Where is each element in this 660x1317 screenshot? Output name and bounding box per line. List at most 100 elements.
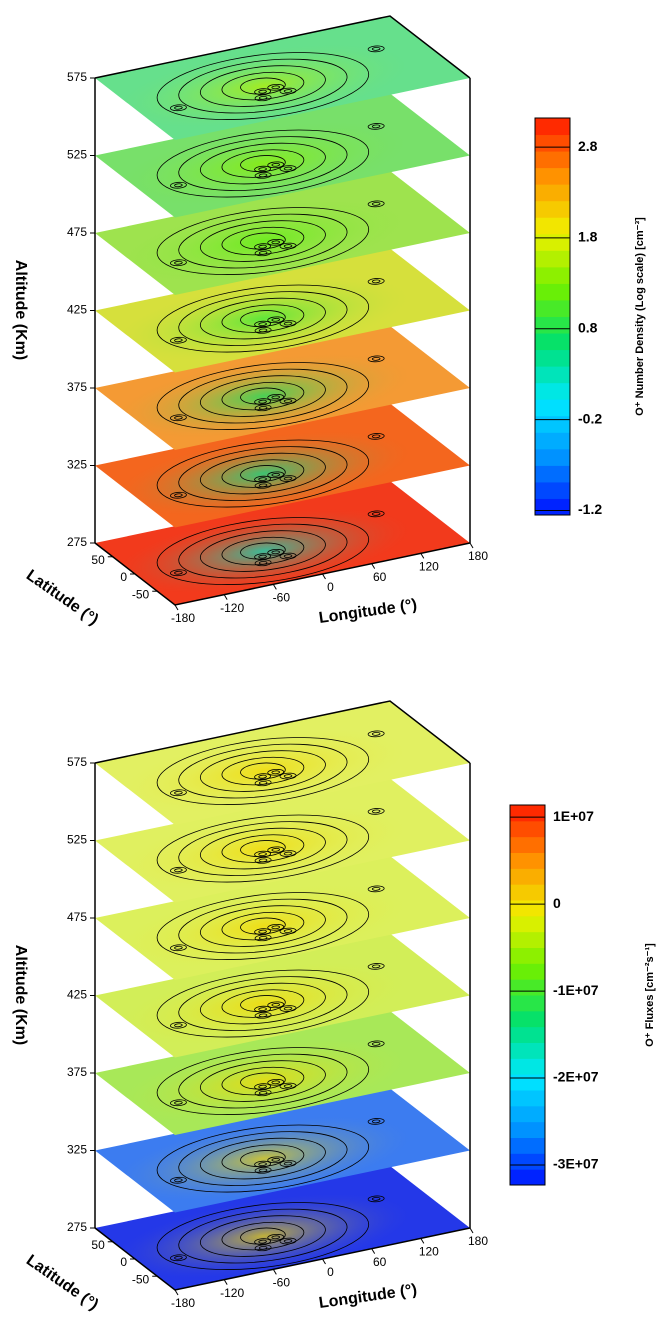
x-tick (469, 1227, 474, 1234)
contour (277, 319, 298, 327)
colorbar-step (510, 805, 545, 822)
contour (271, 85, 281, 89)
contour (366, 807, 387, 815)
contour (129, 879, 397, 973)
y-tick-label: 50 (91, 1238, 105, 1252)
colorbar-step (510, 1090, 545, 1107)
contour (129, 194, 397, 288)
colorbar-step (510, 852, 545, 869)
contour (371, 1042, 381, 1046)
colorbar-step (535, 448, 570, 466)
frame-line (94, 15, 471, 79)
contour (183, 975, 343, 1032)
slice (95, 856, 470, 980)
x-tick (322, 1258, 326, 1265)
contour (168, 1021, 189, 1029)
contour (252, 475, 273, 483)
contour (283, 89, 293, 93)
colorbar-title: O⁺ Fluxes [cm⁻²s⁻¹] (644, 943, 656, 1047)
colorbar-step (510, 1010, 545, 1028)
contour (271, 1158, 281, 1162)
slice-shade (95, 1166, 470, 1290)
contour (277, 552, 298, 560)
contour (258, 245, 268, 249)
x-tick (420, 553, 425, 559)
contour (265, 316, 286, 324)
contour (252, 398, 273, 406)
contour (271, 770, 281, 774)
x-tick (322, 573, 326, 580)
contour (156, 48, 370, 124)
colorbar-step (535, 498, 570, 516)
contour (252, 320, 273, 328)
contour (258, 90, 268, 94)
contour (277, 87, 298, 95)
contour (283, 1239, 293, 1243)
x-axis-title: Longitude (°) (318, 1281, 418, 1312)
contour (183, 445, 343, 502)
x-tick-label: -120 (220, 1286, 244, 1300)
y-tick-label: 0 (120, 1255, 127, 1269)
contour (173, 183, 183, 187)
contour (173, 493, 183, 497)
x-tick (174, 1289, 179, 1296)
contour (156, 1198, 370, 1274)
contour (156, 733, 370, 809)
contour (253, 559, 274, 567)
colorbar-step (535, 299, 570, 317)
contour (265, 548, 286, 556)
x-tick-label: 60 (373, 570, 387, 584)
contour (253, 856, 274, 864)
contour (156, 811, 370, 887)
contour (210, 377, 316, 415)
contour (252, 165, 273, 173)
colorbar-step (510, 931, 545, 948)
y-tick-label: 0 (120, 570, 127, 584)
contour (283, 554, 293, 558)
slice (95, 404, 470, 528)
z-tick-label: 575 (67, 70, 87, 84)
contour (371, 357, 381, 361)
slice-shade (95, 403, 470, 528)
slice (95, 1166, 470, 1290)
contour (210, 907, 316, 945)
contour (277, 772, 298, 780)
contour (366, 1195, 387, 1203)
contour (253, 326, 274, 334)
contour (271, 395, 281, 399)
slice-shade (95, 248, 470, 373)
contour (233, 385, 292, 407)
slice-shade (95, 16, 470, 140)
contour (252, 1083, 273, 1091)
slice (95, 1089, 470, 1213)
x-tick-label: 180 (468, 1234, 488, 1248)
contour (258, 1240, 268, 1244)
colorbar-step (535, 382, 570, 400)
contour (129, 504, 397, 598)
colorbar-step (510, 1153, 545, 1170)
contour (366, 510, 387, 518)
contour (283, 852, 293, 856)
contour (277, 1082, 298, 1090)
contour (173, 1178, 183, 1182)
contour (173, 946, 183, 950)
contour (366, 277, 387, 285)
slice (95, 16, 470, 140)
contour (371, 434, 381, 438)
z-tick-label: 275 (67, 535, 87, 549)
contour (265, 238, 286, 246)
contour (129, 801, 397, 895)
contour (271, 925, 281, 929)
contour (168, 944, 189, 952)
frame-line (94, 700, 471, 764)
contour (168, 491, 189, 499)
contour (183, 523, 343, 580)
contour (173, 106, 183, 110)
contour (253, 404, 274, 412)
contour (265, 161, 286, 169)
contour (283, 244, 293, 248)
x-tick-label: 120 (419, 560, 439, 574)
contour (271, 1235, 281, 1239)
x-tick-label: 60 (373, 1255, 387, 1269)
x-tick (371, 1248, 376, 1254)
